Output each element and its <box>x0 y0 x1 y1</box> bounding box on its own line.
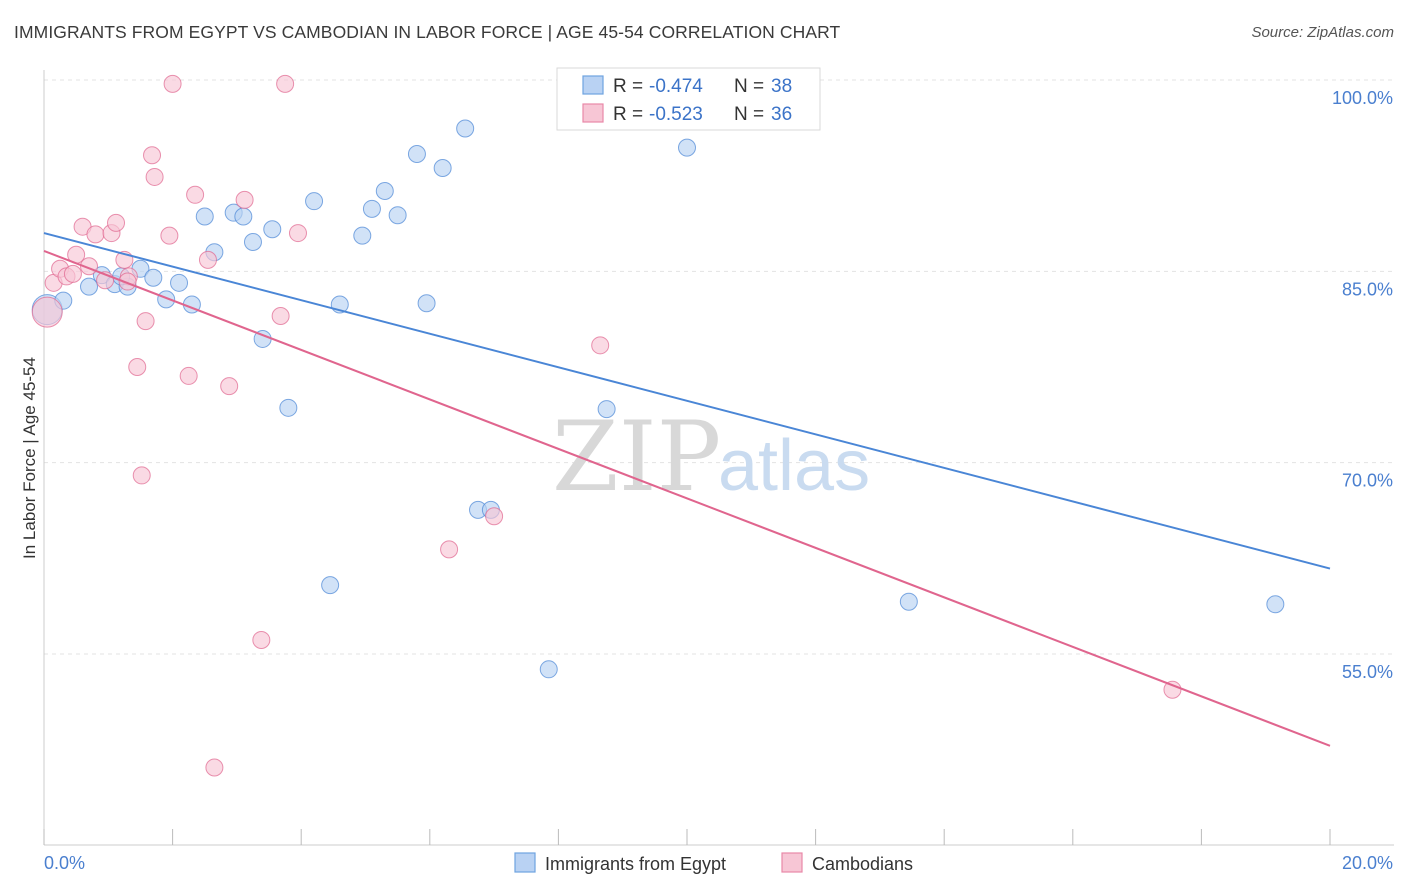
legend-r-label-0: R = <box>613 76 643 97</box>
egypt-point-36 <box>1266 595 1285 614</box>
cambodian-point-7 <box>86 225 105 244</box>
cambodian-point-29 <box>288 224 307 243</box>
legend-n-value-0: 38 <box>771 76 792 97</box>
legend-box: R = -0.474 N = 38 R = -0.523 N = 36 <box>556 67 821 131</box>
egypt-point-33 <box>597 400 616 419</box>
cambodian-point-10 <box>107 213 126 232</box>
egypt-point-2 <box>80 277 99 296</box>
cambodian-point-15 <box>136 312 155 331</box>
egypt-point-14 <box>234 207 253 226</box>
egypt-point-34 <box>678 138 696 157</box>
legend-n-label-1: N = <box>734 104 764 125</box>
cambodian-point-13 <box>128 358 147 376</box>
egypt-point-17 <box>263 220 282 239</box>
bottom-legend-swatch-egypt <box>514 852 536 873</box>
gridlines <box>44 79 1394 655</box>
trend-lines <box>43 232 1331 747</box>
watermark: ZIP atlas <box>552 401 870 513</box>
egypt-point-11 <box>195 207 214 226</box>
legend-r-value-1: -0.523 <box>649 104 703 125</box>
x-tick-labels: 0.0% 20.0% <box>44 853 1393 873</box>
legend-n-label-0: N = <box>734 76 764 97</box>
bottom-legend-egypt: Immigrants from Egypt <box>545 854 726 874</box>
egypt-point-27 <box>417 294 436 313</box>
y-tick-label-2: 85.0% <box>1342 279 1393 299</box>
legend-swatch-cambodians <box>582 103 604 123</box>
cambodian-point-17 <box>145 167 164 186</box>
y-axis-label: In Labor Force | Age 45-54 <box>20 357 39 559</box>
x-tick-label-1: 20.0% <box>1342 853 1393 873</box>
watermark-atlas: atlas <box>718 426 870 506</box>
legend-r-value-0: -0.474 <box>649 76 703 97</box>
data-points <box>31 74 1285 777</box>
cambodian-point-23 <box>205 758 224 777</box>
cambodian-point-0 <box>31 296 63 328</box>
y-tick-labels: 55.0% 70.0% 85.0% 100.0% <box>1332 88 1393 682</box>
cambodian-point-19 <box>163 74 182 93</box>
egypt-point-9 <box>170 273 189 292</box>
y-tick-label-3: 100.0% <box>1332 88 1393 108</box>
cambodian-point-32 <box>591 336 610 355</box>
cambodian-point-22 <box>198 250 217 269</box>
egypt-point-22 <box>353 226 372 245</box>
bottom-legend-cambodians: Cambodians <box>812 854 913 874</box>
cambodian-point-33 <box>1163 680 1182 699</box>
cambodian-point-18 <box>160 226 179 245</box>
cambodian-point-14 <box>132 466 151 485</box>
legend-r-label-1: R = <box>613 104 643 125</box>
legend-n-value-1: 36 <box>771 104 792 125</box>
cambodian-point-27 <box>271 306 290 325</box>
bottom-legend-swatch-cambodians <box>781 852 803 873</box>
cambodian-point-25 <box>235 190 254 209</box>
y-tick-label-1: 70.0% <box>1342 471 1393 491</box>
egypt-point-29 <box>456 119 475 138</box>
egypt-point-7 <box>144 268 163 287</box>
egypt-point-28 <box>433 159 452 178</box>
cambodian-point-21 <box>186 185 205 204</box>
chart-title: IMMIGRANTS FROM EGYPT VS CAMBODIAN IN LA… <box>14 22 841 42</box>
cambodian-trend-line <box>43 249 1331 747</box>
cambodian-point-16 <box>143 146 162 165</box>
egypt-point-19 <box>305 192 324 211</box>
y-tick-label-0: 55.0% <box>1342 662 1393 682</box>
egypt-point-32 <box>539 660 558 679</box>
axes <box>43 70 1394 846</box>
egypt-point-23 <box>362 199 381 218</box>
egypt-point-15 <box>243 232 262 251</box>
cambodian-point-30 <box>440 540 459 559</box>
egypt-point-8 <box>157 290 176 309</box>
egypt-point-24 <box>375 181 394 200</box>
x-tick-label-0: 0.0% <box>44 853 85 873</box>
source-credit: Source: ZipAtlas.com <box>1251 24 1394 41</box>
egypt-point-25 <box>388 206 407 225</box>
cambodian-point-28 <box>276 74 295 93</box>
cambodian-point-20 <box>179 366 198 385</box>
cambodian-point-26 <box>252 630 271 649</box>
egypt-trend-line <box>43 232 1331 570</box>
egypt-point-18 <box>279 398 298 417</box>
egypt-point-20 <box>321 576 340 595</box>
egypt-point-35 <box>899 592 918 611</box>
cambodian-point-31 <box>485 507 504 526</box>
bottom-legend: Immigrants from Egypt Cambodians <box>514 852 913 874</box>
cambodian-point-35 <box>63 264 82 283</box>
legend-swatch-egypt <box>582 75 604 95</box>
egypt-point-26 <box>407 144 426 163</box>
cambodian-point-24 <box>220 377 239 396</box>
